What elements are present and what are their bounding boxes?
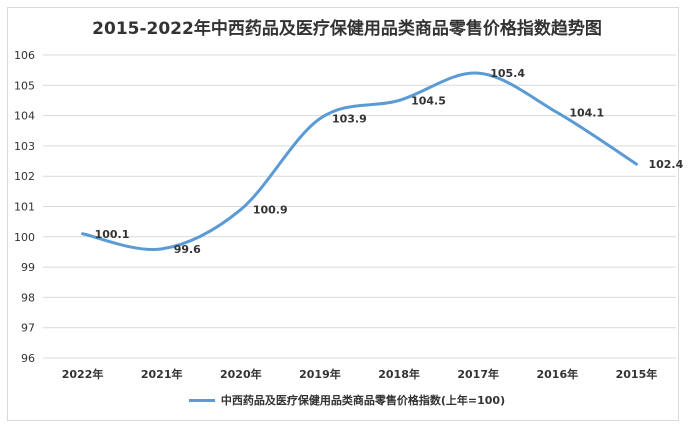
legend-swatch (188, 398, 215, 402)
legend: 中西药品及医疗保健用品类商品零售价格指数(上年=100) (0, 392, 694, 408)
y-tick-label: 104 (14, 110, 35, 123)
x-tick-label: 2017年 (457, 367, 499, 381)
chart-frame (7, 7, 679, 421)
x-tick-label: 2022年 (62, 367, 104, 381)
y-tick-label: 97 (21, 322, 35, 335)
data-label: 102.4 (648, 158, 683, 171)
x-tick-label: 2016年 (537, 367, 579, 381)
chart-title: 2015-2022年中西药品及医疗保健用品类商品零售价格指数趋势图 (92, 19, 602, 39)
y-tick-label: 101 (14, 201, 35, 214)
x-tick-label: 2015年 (616, 367, 658, 381)
x-tick-label: 2019年 (299, 367, 341, 381)
data-label: 103.9 (332, 113, 367, 126)
y-tick-label: 100 (14, 231, 35, 244)
y-tick-label: 103 (14, 140, 35, 153)
x-tick-label: 2020年 (220, 367, 262, 381)
data-label: 100.1 (95, 228, 130, 241)
x-tick-label: 2018年 (378, 367, 420, 381)
data-label: 104.5 (411, 94, 446, 107)
data-label: 100.9 (253, 204, 288, 217)
y-tick-label: 102 (14, 170, 35, 183)
data-label: 105.4 (490, 67, 525, 80)
y-tick-label: 96 (21, 352, 35, 365)
y-tick-label: 106 (14, 49, 35, 62)
y-tick-label: 99 (21, 261, 35, 274)
data-label: 99.6 (174, 243, 201, 256)
series-line (81, 71, 638, 252)
legend-label: 中西药品及医疗保健用品类商品零售价格指数(上年=100) (220, 394, 506, 407)
x-tick-label: 2021年 (141, 367, 183, 381)
y-tick-label: 105 (14, 79, 35, 92)
data-label: 104.1 (569, 107, 604, 120)
y-tick-label: 98 (21, 291, 35, 304)
